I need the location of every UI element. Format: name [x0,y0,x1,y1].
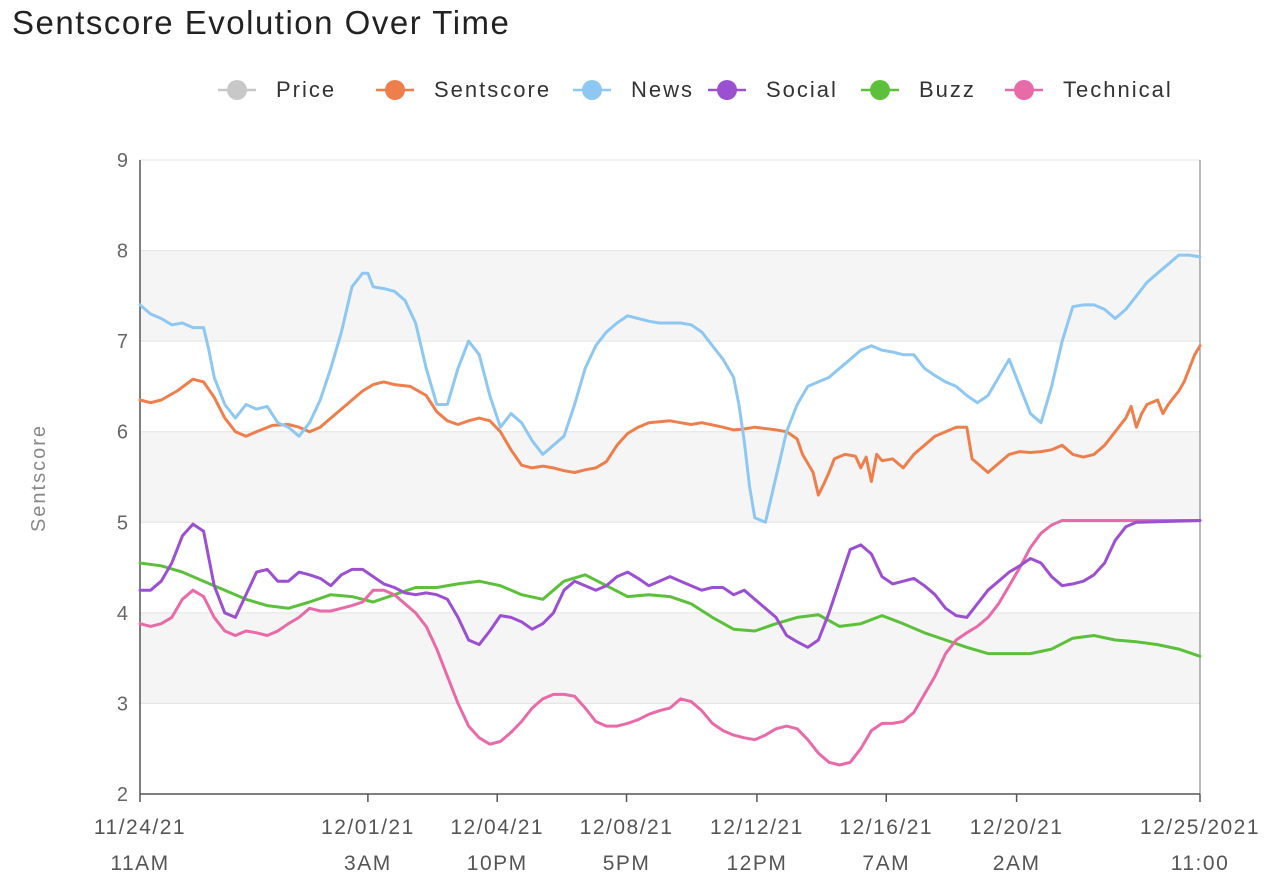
y-tick-label: 6 [117,422,128,444]
series-line-news [138,253,1202,524]
plot-band [140,250,1200,342]
plot-band [140,431,1200,523]
x-tick-time: 11AM [110,852,169,875]
x-tick-time: 7AM [862,852,910,875]
x-tick-time: 10PM [467,852,528,875]
legend-label: Buzz [919,77,976,102]
y-tick-label: 9 [117,150,128,172]
y-tick-label: 3 [117,693,128,715]
x-tick-time: 2AM [993,852,1041,875]
x-tick-date: 12/01/21 [321,816,415,839]
plot-bands [140,160,1200,794]
y-tick-label: 2 [117,784,128,806]
legend-label: Price [276,77,336,102]
series-line-social [138,519,1202,649]
legend-marker [582,80,602,100]
legend-item-news[interactable]: News [573,77,694,102]
axes [139,160,1201,795]
x-tick-labels: 11/24/21 11AM 12/01/21 3AM 12/04/21 10PM 12/08… [94,794,1260,875]
legend: Price Sentscore News Social Buzz Technical [218,77,1173,102]
y-tick-label: 8 [117,241,128,263]
grid-lines [140,159,1200,795]
legend-item-buzz[interactable]: Buzz [861,77,976,102]
plot-band [140,341,1200,432]
y-tick-label: 7 [117,331,128,353]
y-tick-label: 5 [117,512,128,534]
x-tick-date: 12/08/21 [580,816,674,839]
x-tick-time: 11:00 [1171,852,1230,875]
legend-label: Social [766,77,838,102]
legend-marker [385,80,405,100]
plot-band [140,703,1200,794]
x-tick-time: 5PM [603,852,651,875]
x-tick-date: 12/16/21 [839,816,933,839]
legend-marker [870,80,890,100]
y-tick-labels: 2 3 4 5 6 7 8 9 [117,150,128,806]
legend-label: Technical [1063,77,1173,102]
y-axis-label: Sentscore [28,424,50,532]
x-tick-date: 11/24/21 [94,816,186,839]
legend-marker [227,80,247,100]
series-line-technical [138,519,1202,767]
plot-band [140,612,1200,704]
legend-marker [717,80,737,100]
series-line-buzz [138,561,1202,658]
legend-item-price[interactable]: Price [218,77,336,102]
legend-label: Sentscore [434,77,551,102]
legend-marker [1014,80,1034,100]
x-tick-time: 12PM [726,852,787,875]
y-tick-label: 4 [117,603,128,625]
legend-item-sentscore[interactable]: Sentscore [376,77,551,102]
x-tick-date: 12/25/2021 [1140,816,1260,839]
x-tick-time: 3AM [344,852,392,875]
chart-title: Sentscore Evolution Over Time [12,4,511,41]
legend-label: News [631,77,694,102]
series-lines [138,253,1202,767]
x-tick-date: 12/04/21 [450,816,544,839]
plot-band [140,160,1200,251]
legend-item-technical[interactable]: Technical [1005,77,1173,102]
series-line-sentscore [138,344,1202,497]
x-tick-date: 12/12/21 [710,816,804,839]
plot-band [140,522,1200,613]
legend-item-social[interactable]: Social [708,77,838,102]
x-tick-date: 12/20/21 [970,816,1064,839]
